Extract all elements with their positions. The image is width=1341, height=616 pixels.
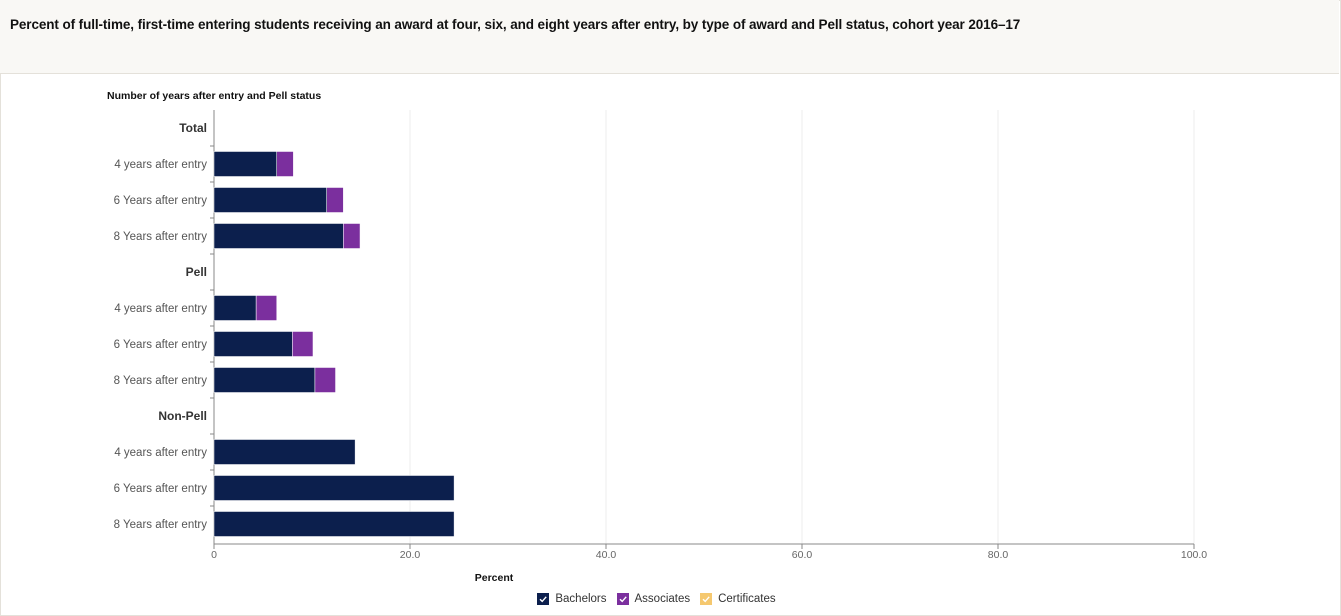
category-label: 8 Years after entry <box>114 375 208 387</box>
legend-item-bachelors[interactable]: Bachelors <box>537 593 607 605</box>
legend-swatch-check-icon <box>616 593 629 605</box>
bar-bachelors <box>213 223 344 249</box>
category-label: 6 Years after entry <box>114 195 208 207</box>
bar-bachelors <box>213 151 277 177</box>
bar-associates <box>314 367 336 393</box>
bar-bachelors <box>213 331 293 357</box>
x-tick-label: 60.0 <box>792 549 813 561</box>
category-label: 4 years after entry <box>114 159 207 171</box>
legend-label: Bachelors <box>555 593 607 605</box>
category-label: 4 years after entry <box>114 303 207 315</box>
bar-bachelors <box>213 295 257 321</box>
legend-label: Certificates <box>718 593 776 605</box>
bar-bachelors <box>213 511 455 537</box>
category-label: 8 Years after entry <box>114 231 208 243</box>
chart-header: Percent of full-time, first-time enterin… <box>0 0 1339 74</box>
bar-bachelors <box>213 439 356 465</box>
group-label: Non-Pell <box>158 409 207 423</box>
legend-item-associates[interactable]: Associates <box>616 593 691 605</box>
bar-associates <box>326 187 344 213</box>
legend-swatch-check-icon <box>700 593 713 605</box>
bar-bachelors <box>213 475 455 501</box>
bar-bachelors <box>213 367 316 393</box>
category-label: 6 Years after entry <box>114 339 208 351</box>
x-tick-label: 100.0 <box>1181 549 1207 561</box>
legend-label: Associates <box>634 593 691 605</box>
category-label: 8 Years after entry <box>114 519 208 531</box>
bar-associates <box>343 223 361 249</box>
bar-bachelors <box>213 187 327 213</box>
category-label: 6 Years after entry <box>114 483 208 495</box>
group-label: Total <box>179 121 207 135</box>
x-tick-label: 80.0 <box>988 549 1009 561</box>
bar-associates <box>292 331 314 357</box>
x-tick-label: 0 <box>211 549 217 561</box>
bar-associates <box>276 151 294 177</box>
y-axis-label: Number of years after entry and Pell sta… <box>107 90 321 102</box>
legend-swatch-check-icon <box>537 593 550 605</box>
category-label: 4 years after entry <box>114 447 207 459</box>
x-tick-label: 40.0 <box>596 549 617 561</box>
legend-item-certificates[interactable]: Certificates <box>700 593 776 605</box>
legend: Bachelors Associates Certificates <box>0 593 1313 605</box>
chart-title: Percent of full-time, first-time enterin… <box>10 17 1021 32</box>
x-axis-label: Percent <box>475 572 514 584</box>
group-label: Pell <box>186 265 207 279</box>
x-tick-label: 20.0 <box>400 549 421 561</box>
bar-associates <box>255 295 277 321</box>
